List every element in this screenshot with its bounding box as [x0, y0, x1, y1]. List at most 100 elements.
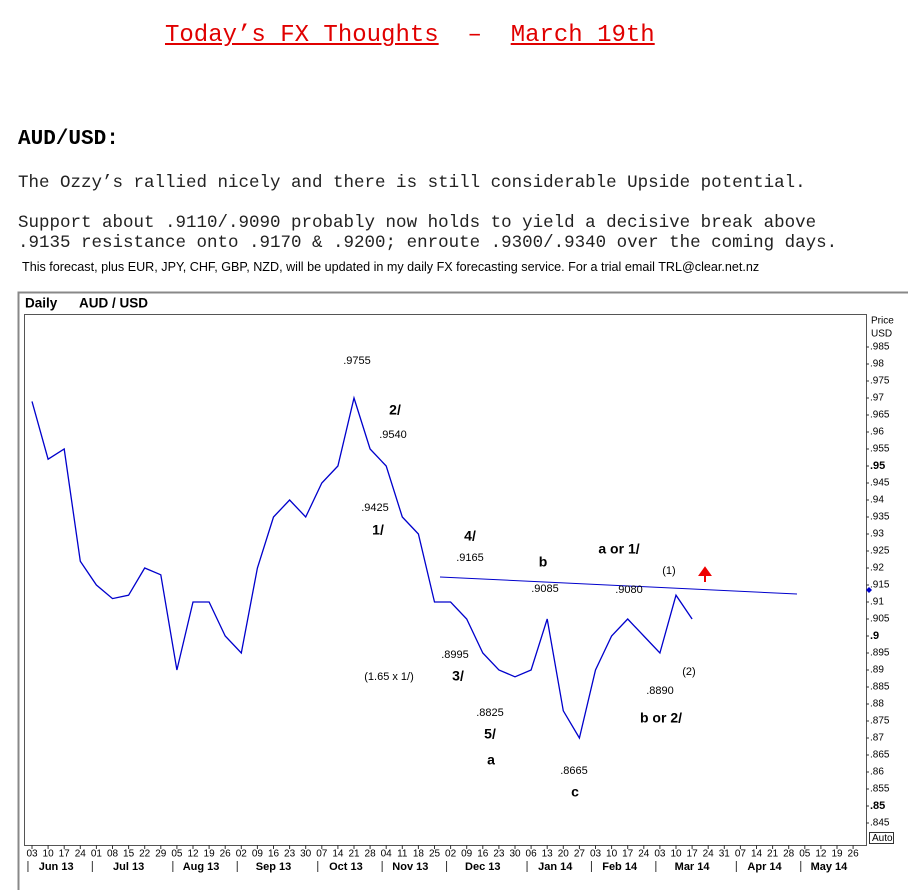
- paragraph-line: Support about .9110/.9090 probably now h…: [18, 213, 817, 233]
- x-tick-label: 01: [91, 849, 103, 860]
- x-tick-label: 13: [542, 849, 554, 860]
- y-tick-label: .985: [870, 342, 890, 353]
- x-tick-label: 06: [526, 849, 538, 860]
- paragraph-line: .9135 resistance onto .9170 & .9200; enr…: [18, 233, 838, 253]
- x-tick-label: 14: [332, 849, 344, 860]
- x-tick-label: 25: [429, 849, 441, 860]
- y-tick-label: .885: [870, 682, 890, 693]
- annotation: (2): [682, 666, 695, 678]
- month-label: May 14: [811, 861, 849, 873]
- x-tick-label: 18: [413, 849, 425, 860]
- annotation: .9425: [361, 502, 389, 514]
- y-tick-label: .93: [870, 529, 884, 540]
- y-tick-label: .905: [870, 614, 890, 625]
- x-tick-label: 07: [735, 849, 747, 860]
- month-label: Nov 13: [392, 861, 428, 873]
- x-tick-label: 14: [751, 849, 763, 860]
- x-tick-label: 04: [381, 849, 393, 860]
- x-tick-label: 03: [654, 849, 666, 860]
- x-tick-label: 02: [445, 849, 457, 860]
- y-tick-label: .87: [870, 733, 884, 744]
- paragraph-line: The Ozzy’s rallied nicely and there is s…: [18, 173, 806, 193]
- y-tick-label: .92: [870, 563, 884, 574]
- x-tick-label: 22: [139, 849, 151, 860]
- chart-symbol: AUD / USD: [79, 296, 148, 311]
- annotation: 3/: [452, 668, 464, 684]
- auto-button[interactable]: [869, 832, 894, 844]
- month-label: Aug 13: [183, 861, 220, 873]
- x-tick-label: 28: [783, 849, 795, 860]
- annotation: a: [487, 752, 495, 768]
- y-tick-label: .915: [870, 580, 890, 591]
- auto-button-label[interactable]: Auto: [872, 833, 893, 844]
- month-label: Sep 13: [256, 861, 291, 873]
- x-tick-label: 19: [204, 849, 216, 860]
- x-tick-label: 30: [509, 849, 521, 860]
- y-tick-label: .95: [870, 460, 885, 472]
- y-tick-label: .9: [870, 630, 879, 642]
- annotation: .9085: [531, 583, 559, 595]
- annotation: b or 2/: [640, 710, 682, 726]
- up-arrow: [698, 566, 712, 582]
- y-tick-label: .85: [870, 800, 885, 812]
- y-tick-label: .875: [870, 716, 890, 727]
- price-marker: [866, 587, 872, 593]
- annotation: b: [539, 554, 548, 570]
- annotation: 1/: [372, 522, 384, 538]
- x-tick-label: 30: [300, 849, 312, 860]
- x-tick-label: 31: [719, 849, 731, 860]
- y-tick-label: .89: [870, 665, 884, 676]
- x-tick-label: 05: [171, 849, 183, 860]
- y-axis-label: Price: [871, 316, 894, 327]
- annotation: c: [571, 784, 579, 800]
- x-tick-label: 23: [493, 849, 505, 860]
- x-tick-label: 17: [59, 849, 71, 860]
- month-label: Apr 14: [747, 861, 782, 873]
- annotation: .8995: [441, 649, 469, 661]
- x-tick-label: 12: [187, 849, 199, 860]
- annotation: (1.65 x 1/): [364, 671, 414, 683]
- annotation: 5/: [484, 726, 496, 742]
- y-tick-label: .855: [870, 784, 890, 795]
- x-tick-label: 10: [43, 849, 55, 860]
- y-tick-label: .91: [870, 597, 884, 608]
- y-tick-label: .935: [870, 512, 890, 523]
- annotation: 4/: [464, 528, 476, 544]
- x-tick-label: 05: [799, 849, 811, 860]
- month-label: Dec 13: [465, 861, 500, 873]
- x-tick-label: 08: [107, 849, 119, 860]
- y-tick-label: .98: [870, 359, 884, 370]
- x-tick-label: 20: [558, 849, 570, 860]
- y-tick-label: .955: [870, 444, 890, 455]
- annotation: .9080: [615, 584, 643, 596]
- y-tick-label: .975: [870, 376, 890, 387]
- x-tick-label: 02: [236, 849, 248, 860]
- month-label: Mar 14: [675, 861, 711, 873]
- month-label: Jun 13: [39, 861, 74, 873]
- month-label: Jul 13: [113, 861, 144, 873]
- chart-frame: [17, 291, 908, 890]
- y-tick-label: .965: [870, 410, 890, 421]
- x-tick-label: 26: [848, 849, 860, 860]
- annotation: 2/: [389, 402, 401, 418]
- x-tick-label: 12: [815, 849, 827, 860]
- x-tick-label: 11: [397, 849, 408, 860]
- x-tick-label: 10: [670, 849, 682, 860]
- annotation: a or 1/: [598, 541, 639, 557]
- annotation: .9165: [456, 552, 484, 564]
- y-tick-label: .865: [870, 750, 890, 761]
- month-label: Oct 13: [329, 861, 363, 873]
- x-tick-label: 07: [316, 849, 328, 860]
- y-tick-label: .895: [870, 648, 890, 659]
- annotation: .9540: [379, 429, 407, 441]
- x-tick-label: 10: [606, 849, 618, 860]
- x-tick-label: 23: [284, 849, 296, 860]
- x-tick-label: 09: [461, 849, 473, 860]
- x-tick-label: 26: [220, 849, 232, 860]
- x-tick-label: 27: [574, 849, 586, 860]
- annotation: .8665: [560, 765, 588, 777]
- title-text: Today’s FX Thoughts: [165, 22, 439, 49]
- chart-title: Daily: [25, 296, 58, 311]
